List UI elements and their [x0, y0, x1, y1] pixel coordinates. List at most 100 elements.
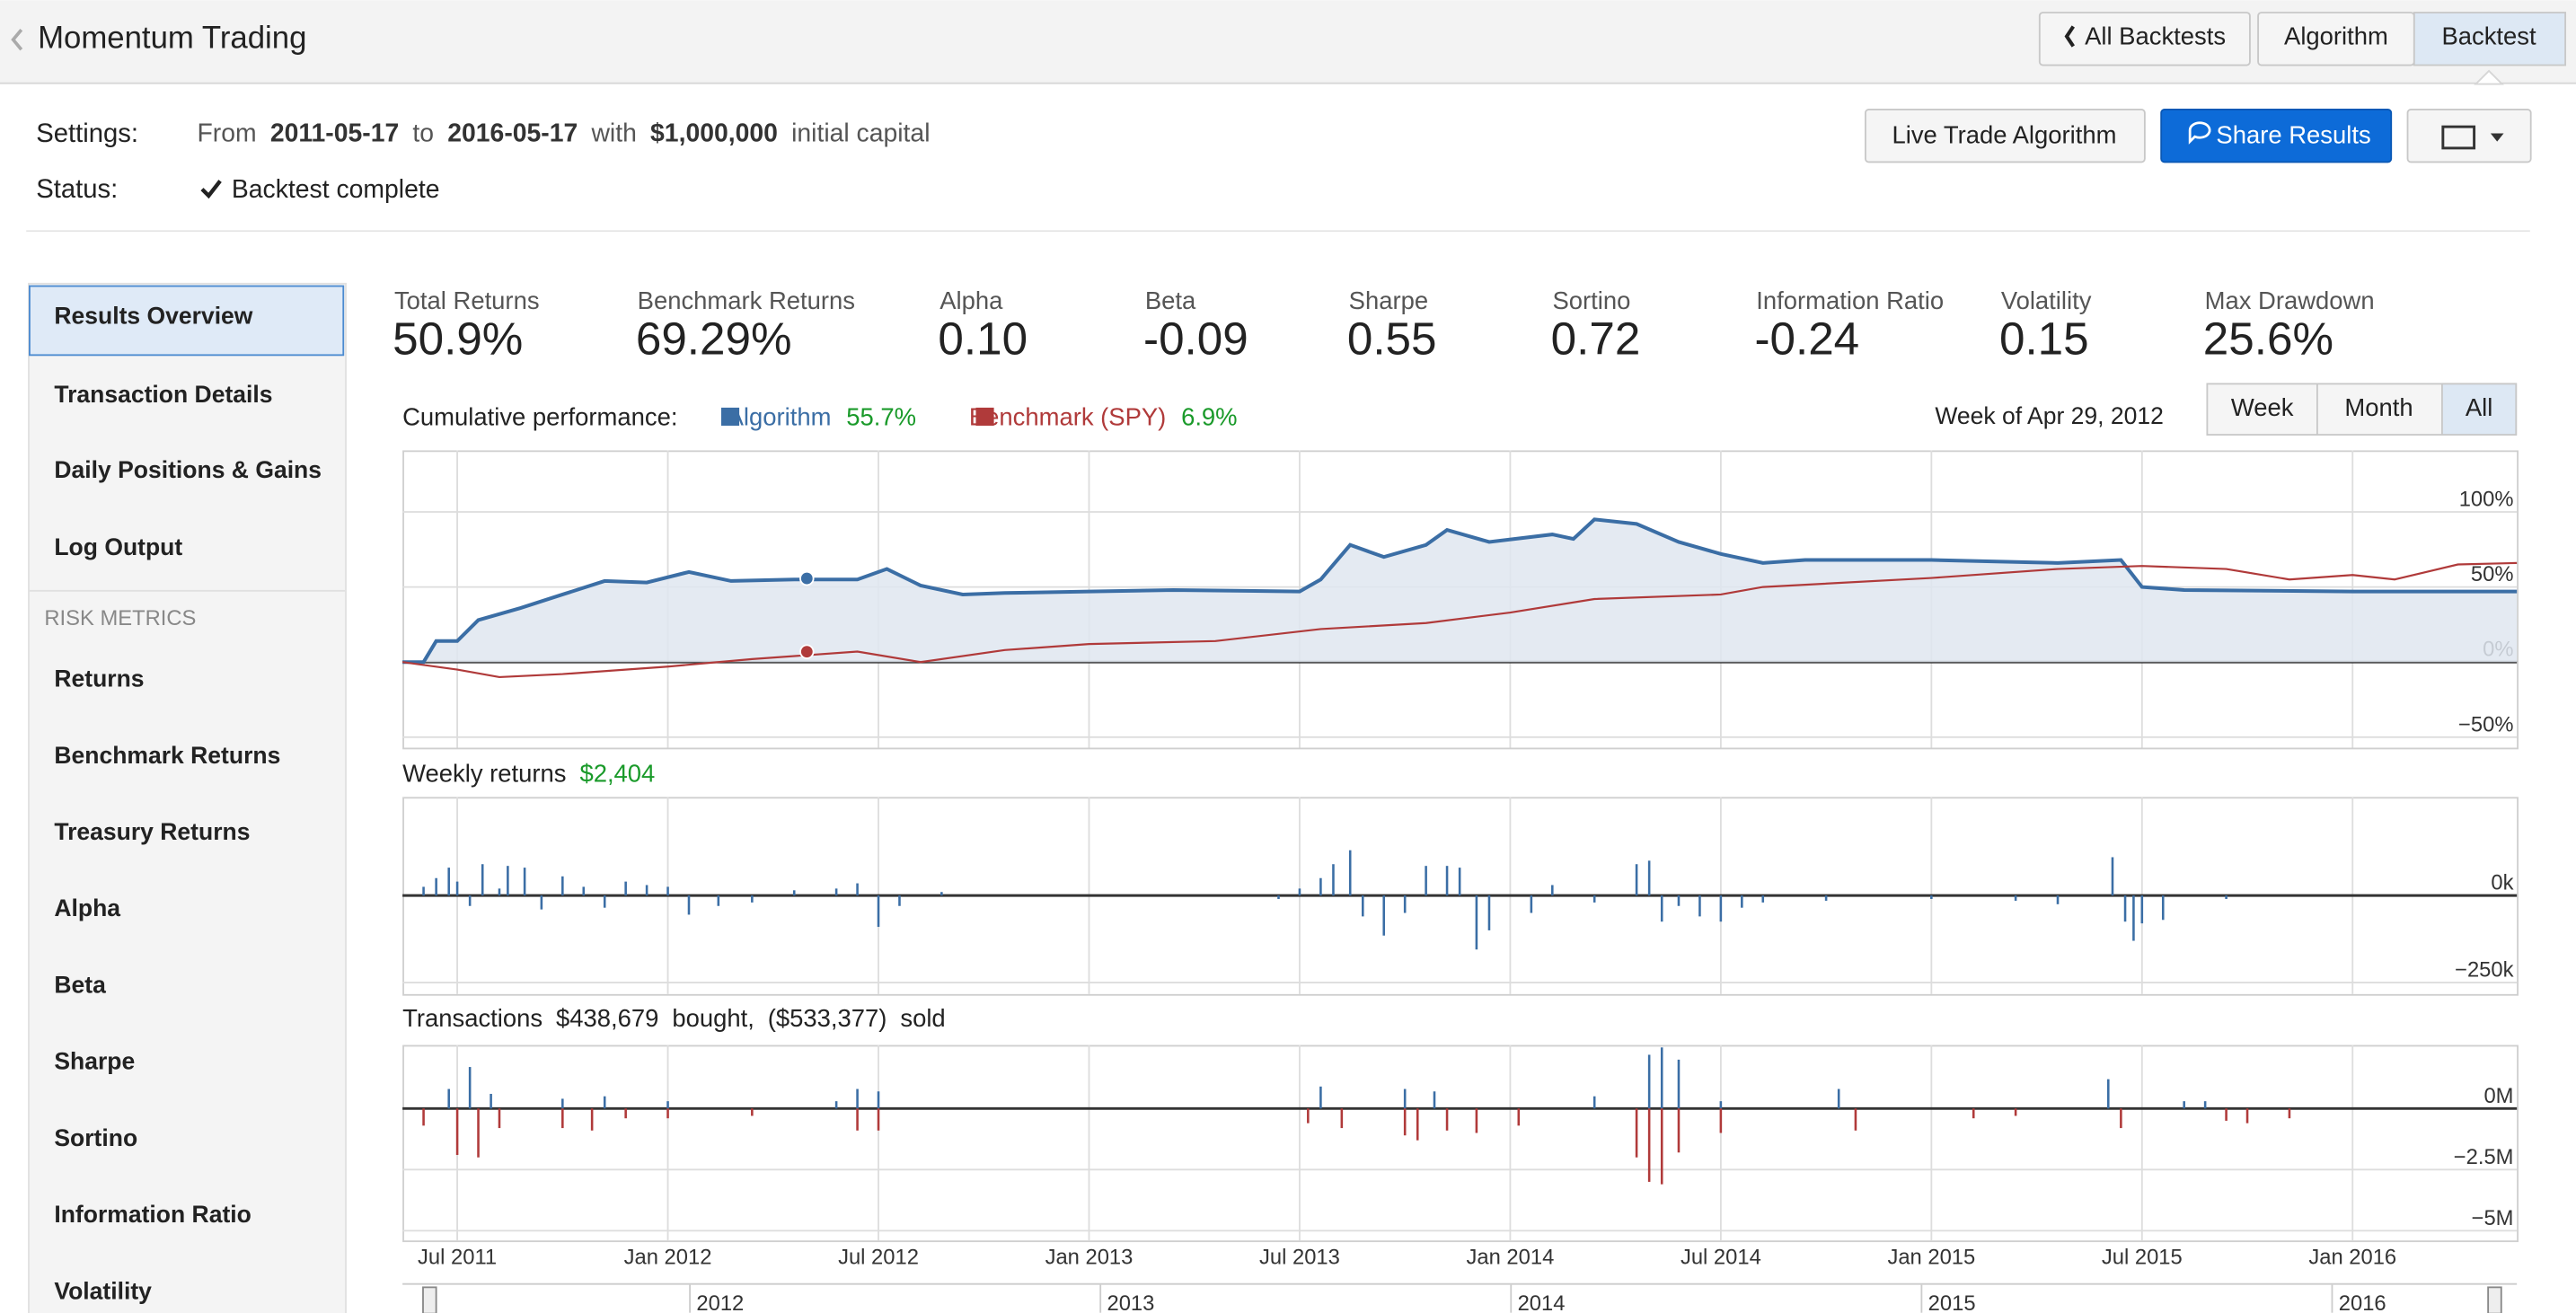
y-tick-label: −2.5M	[2454, 1145, 2514, 1169]
hover-date: Week of Apr 29, 2012	[1935, 402, 2164, 429]
sidebar-item[interactable]: Treasury Returns	[54, 818, 250, 845]
navigator-label: 2012	[696, 1291, 744, 1313]
bar	[940, 892, 943, 896]
x-tick-label: Jul 2012	[838, 1246, 919, 1270]
bar	[435, 877, 437, 896]
sold-total: ($533,377)	[768, 1004, 887, 1032]
range-button[interactable]: Month	[2344, 393, 2413, 421]
bar	[561, 1098, 564, 1109]
tab-button-active[interactable]	[2413, 12, 2567, 66]
metric-label: Sharpe	[1349, 286, 1428, 314]
range-button[interactable]: All	[2466, 393, 2492, 421]
status-text: Backtest complete	[232, 175, 440, 204]
bar	[2140, 895, 2144, 924]
tab-button[interactable]	[2038, 12, 2251, 66]
status-label: Status:	[36, 175, 118, 204]
sidebar-item[interactable]: Sortino	[54, 1124, 137, 1151]
bar	[624, 1108, 627, 1119]
bar	[1677, 1108, 1681, 1153]
sidebar-item[interactable]: Alpha	[54, 894, 120, 921]
sidebar-item[interactable]: Returns	[54, 665, 144, 692]
bar	[1592, 1096, 1596, 1109]
bar	[1475, 1108, 1478, 1133]
sidebar-item[interactable]: Beta	[54, 971, 106, 998]
bar	[422, 886, 425, 896]
bar	[1741, 895, 1743, 908]
bar	[582, 886, 586, 896]
bar	[603, 895, 606, 908]
bar	[2014, 1108, 2017, 1116]
legend-label: Benchmark (SPY)	[969, 403, 1166, 431]
bar	[1719, 1108, 1723, 1133]
bar	[2203, 1101, 2207, 1109]
start-date: 2011-05-17	[270, 119, 399, 148]
x-tick-label: Jul 2013	[1259, 1246, 1340, 1270]
bar	[2123, 895, 2127, 922]
bar	[1647, 860, 1651, 896]
bar	[603, 1096, 606, 1109]
bar	[856, 1088, 859, 1109]
back-chevron[interactable]	[11, 29, 23, 51]
sidebar-item[interactable]: Transaction Details	[54, 381, 272, 408]
bar	[1362, 895, 1364, 917]
navigator-handle[interactable]	[422, 1286, 437, 1313]
sidebar-item[interactable]: Volatility	[54, 1277, 152, 1304]
sidebar-item[interactable]: Information Ratio	[54, 1201, 251, 1228]
share-button[interactable]	[2160, 109, 2393, 163]
hover-dot	[799, 644, 815, 659]
bar	[1332, 864, 1335, 896]
bar	[523, 868, 526, 896]
metric-label: Beta	[1145, 286, 1196, 314]
sidebar-item[interactable]: Sharpe	[54, 1048, 135, 1075]
settings-word: From	[197, 119, 256, 148]
metric-label: Information Ratio	[1756, 286, 1944, 314]
bar	[468, 895, 472, 906]
button-label[interactable]: Share Results	[2216, 120, 2370, 148]
metric-label: Volatility	[2001, 286, 2092, 314]
menu-button[interactable]	[2406, 109, 2532, 163]
tab-label[interactable]: All Backtests	[2085, 22, 2226, 50]
sidebar-item[interactable]: Log Output	[54, 533, 182, 560]
settings-word: initial capital	[791, 119, 930, 148]
range-button[interactable]: Week	[2231, 393, 2294, 421]
metric-value: 69.29%	[636, 313, 792, 364]
legend-swatch	[975, 407, 994, 427]
navigator-handle[interactable]	[2487, 1286, 2502, 1313]
bar	[1382, 895, 1386, 936]
metric-value: -0.09	[1143, 313, 1248, 364]
bar	[1592, 895, 1596, 903]
bar	[1530, 895, 1533, 913]
bar	[834, 1101, 838, 1109]
sidebar-item[interactable]: Daily Positions & Gains	[54, 456, 322, 483]
sidebar-item[interactable]: Benchmark Returns	[54, 742, 280, 769]
live-trade-button[interactable]	[1865, 109, 2146, 163]
tab-label[interactable]: Backtest	[2441, 22, 2536, 50]
bar	[1647, 1108, 1651, 1182]
chart-legend: Cumulative performance: Algorithm 55.7% …	[402, 403, 1237, 431]
x-tick-label: Jul 2011	[418, 1246, 497, 1270]
metric-label: Total Returns	[394, 286, 540, 314]
metric-value: 0.55	[1347, 313, 1437, 364]
bar	[666, 1108, 669, 1119]
weekly-total: $2,404	[579, 760, 655, 788]
menu-icon	[2441, 125, 2476, 150]
bar	[422, 1108, 425, 1126]
bar	[751, 1108, 754, 1116]
bar	[856, 1108, 859, 1131]
bar	[540, 895, 543, 910]
y-tick-label: −250k	[2455, 958, 2514, 983]
y-tick-label: −5M	[2472, 1206, 2514, 1230]
bar	[1930, 895, 1933, 900]
button-label[interactable]: Live Trade Algorithm	[1892, 120, 2116, 148]
sidebar-item[interactable]: Results Overview	[54, 302, 252, 329]
legend-value: 55.7%	[846, 403, 916, 431]
x-tick-label: Jan 2015	[1887, 1246, 1975, 1270]
area-fill	[402, 519, 2518, 663]
bar	[877, 895, 880, 928]
legend-swatch	[720, 407, 740, 427]
bar	[447, 1088, 450, 1109]
bar	[455, 1108, 459, 1156]
tab-label[interactable]: Algorithm	[2284, 22, 2388, 50]
bar	[1647, 1054, 1651, 1109]
